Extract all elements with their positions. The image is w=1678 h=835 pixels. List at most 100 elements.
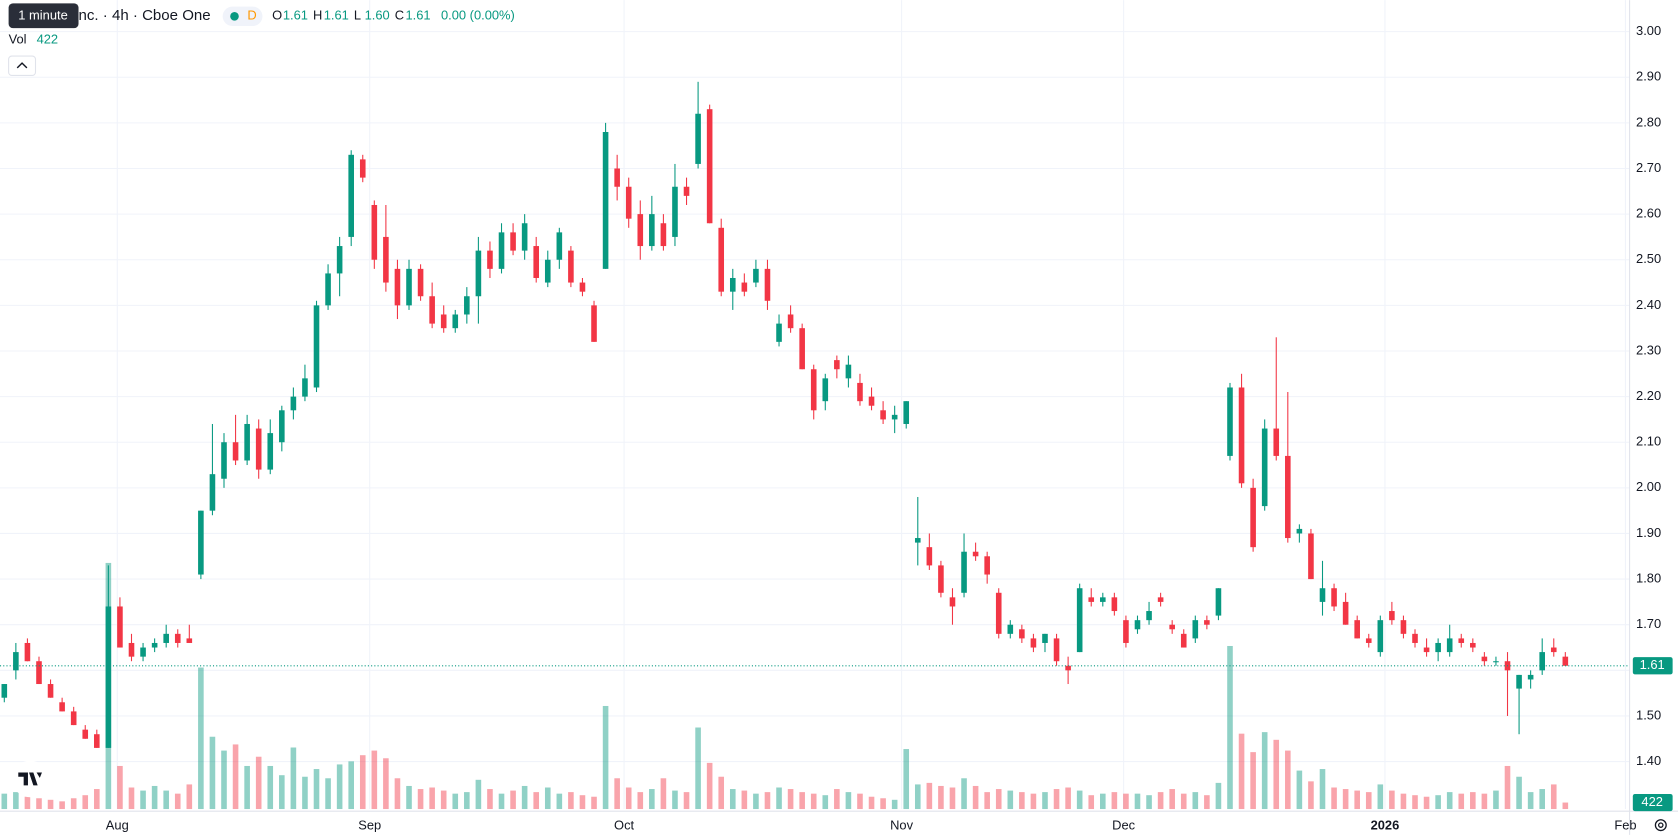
- ohlc-value: 1.60: [365, 8, 390, 23]
- candle-body: [394, 268, 401, 306]
- volume-bar: [764, 792, 771, 810]
- volume-label: Vol: [9, 31, 27, 46]
- candle-body: [1435, 642, 1441, 653]
- candle-body: [1204, 620, 1210, 625]
- ohlc-value: 1.61: [283, 8, 308, 23]
- volume-bar: [1504, 765, 1511, 810]
- candle-body: [1446, 638, 1453, 653]
- volume-bar: [591, 796, 597, 810]
- candle-body: [498, 232, 505, 269]
- tooltip-text: 1 minute: [18, 8, 67, 23]
- volume-bar: [24, 796, 31, 810]
- y-tick-label: 1.90: [1636, 525, 1661, 540]
- last-volume-label: 422: [1641, 794, 1663, 809]
- candle-body: [1527, 674, 1534, 680]
- candle-body: [1342, 601, 1349, 625]
- settings-icon-core: [1657, 822, 1664, 828]
- candle-body: [348, 154, 354, 237]
- candle-body: [637, 214, 644, 247]
- volume-bar: [82, 795, 89, 810]
- volume-bar: [741, 790, 748, 810]
- volume-bar: [440, 790, 447, 810]
- candle-body: [417, 268, 424, 297]
- volume-bar: [510, 790, 516, 810]
- candle-body: [683, 186, 690, 196]
- y-tick-label: 1.70: [1636, 616, 1661, 631]
- candle-body: [1261, 428, 1268, 507]
- volume-bar: [695, 727, 701, 810]
- volume-bar: [822, 795, 829, 810]
- price-pane: [0, 81, 1630, 748]
- candle-body: [1238, 387, 1245, 484]
- candle-body: [1250, 487, 1256, 548]
- candle-body: [36, 661, 42, 685]
- candle-body: [1273, 428, 1280, 456]
- volume-bar: [1285, 750, 1291, 810]
- candle-body: [13, 652, 19, 671]
- candle-body: [279, 410, 285, 443]
- collapse-button[interactable]: [8, 55, 37, 76]
- volume-bar: [649, 789, 655, 810]
- candle-body: [1539, 652, 1545, 671]
- market-status: [230, 11, 239, 21]
- volume-bar: [1539, 789, 1545, 810]
- volume-bar: [487, 789, 493, 810]
- y-tick-label: 3.00: [1636, 23, 1661, 38]
- volume-bar: [394, 778, 401, 810]
- candle-body: [787, 314, 794, 329]
- candle-body: [186, 638, 193, 643]
- volume-bar: [834, 789, 840, 810]
- volume-bar: [1123, 793, 1129, 810]
- volume-bar: [244, 765, 250, 810]
- candle-body: [94, 734, 100, 748]
- candle-body: [1042, 633, 1048, 643]
- volume-bar: [660, 778, 667, 810]
- ohlc-value: 1.61: [406, 8, 431, 23]
- candle-body: [614, 168, 620, 187]
- candle-body: [140, 647, 146, 657]
- volume-bar: [70, 798, 77, 810]
- candle-body: [602, 131, 609, 269]
- candle-body: [70, 711, 77, 726]
- volume-bar: [1169, 789, 1175, 810]
- volume-bar: [1296, 770, 1303, 810]
- volume-bar: [174, 793, 181, 810]
- candle-body: [1412, 633, 1418, 643]
- volume-bar: [776, 787, 782, 810]
- volume-bar: [1550, 784, 1557, 810]
- candle-body: [961, 551, 967, 593]
- volume-bar: [383, 758, 389, 810]
- candle-body: [1019, 629, 1025, 639]
- volume-bar: [348, 761, 354, 810]
- candle-body: [209, 474, 216, 511]
- volume-bar: [637, 792, 644, 810]
- volume-bar: [267, 765, 274, 810]
- candle-body: [1285, 455, 1291, 539]
- volume-bar: [1238, 733, 1245, 810]
- volume-bar: [1030, 793, 1037, 810]
- settings-icon[interactable]: [1654, 819, 1667, 832]
- candle-body: [718, 227, 725, 292]
- volume-bar: [1470, 792, 1476, 810]
- candle-body: [556, 232, 563, 260]
- volume-bar: [1400, 793, 1407, 810]
- x-tick-label: Feb: [1614, 818, 1636, 833]
- settings[interactable]: [1654, 819, 1667, 832]
- volume-bar: [498, 793, 505, 810]
- volume-bar: [579, 795, 586, 810]
- volume-bar: [1042, 792, 1048, 810]
- candle-body: [544, 259, 551, 283]
- volume-bar: [683, 792, 690, 810]
- volume-pane: [1, 562, 1569, 810]
- volume-bar: [1493, 790, 1499, 810]
- candle-body: [810, 369, 817, 411]
- volume-bar: [336, 764, 343, 810]
- candle-body: [383, 236, 389, 283]
- candle-body: [255, 428, 262, 470]
- volume-bar: [302, 776, 308, 810]
- candle-body: [487, 250, 493, 269]
- x-tick-label: Dec: [1112, 818, 1135, 833]
- volume-bar: [972, 785, 979, 810]
- volume-bar: [926, 782, 933, 810]
- candle-body: [313, 305, 320, 388]
